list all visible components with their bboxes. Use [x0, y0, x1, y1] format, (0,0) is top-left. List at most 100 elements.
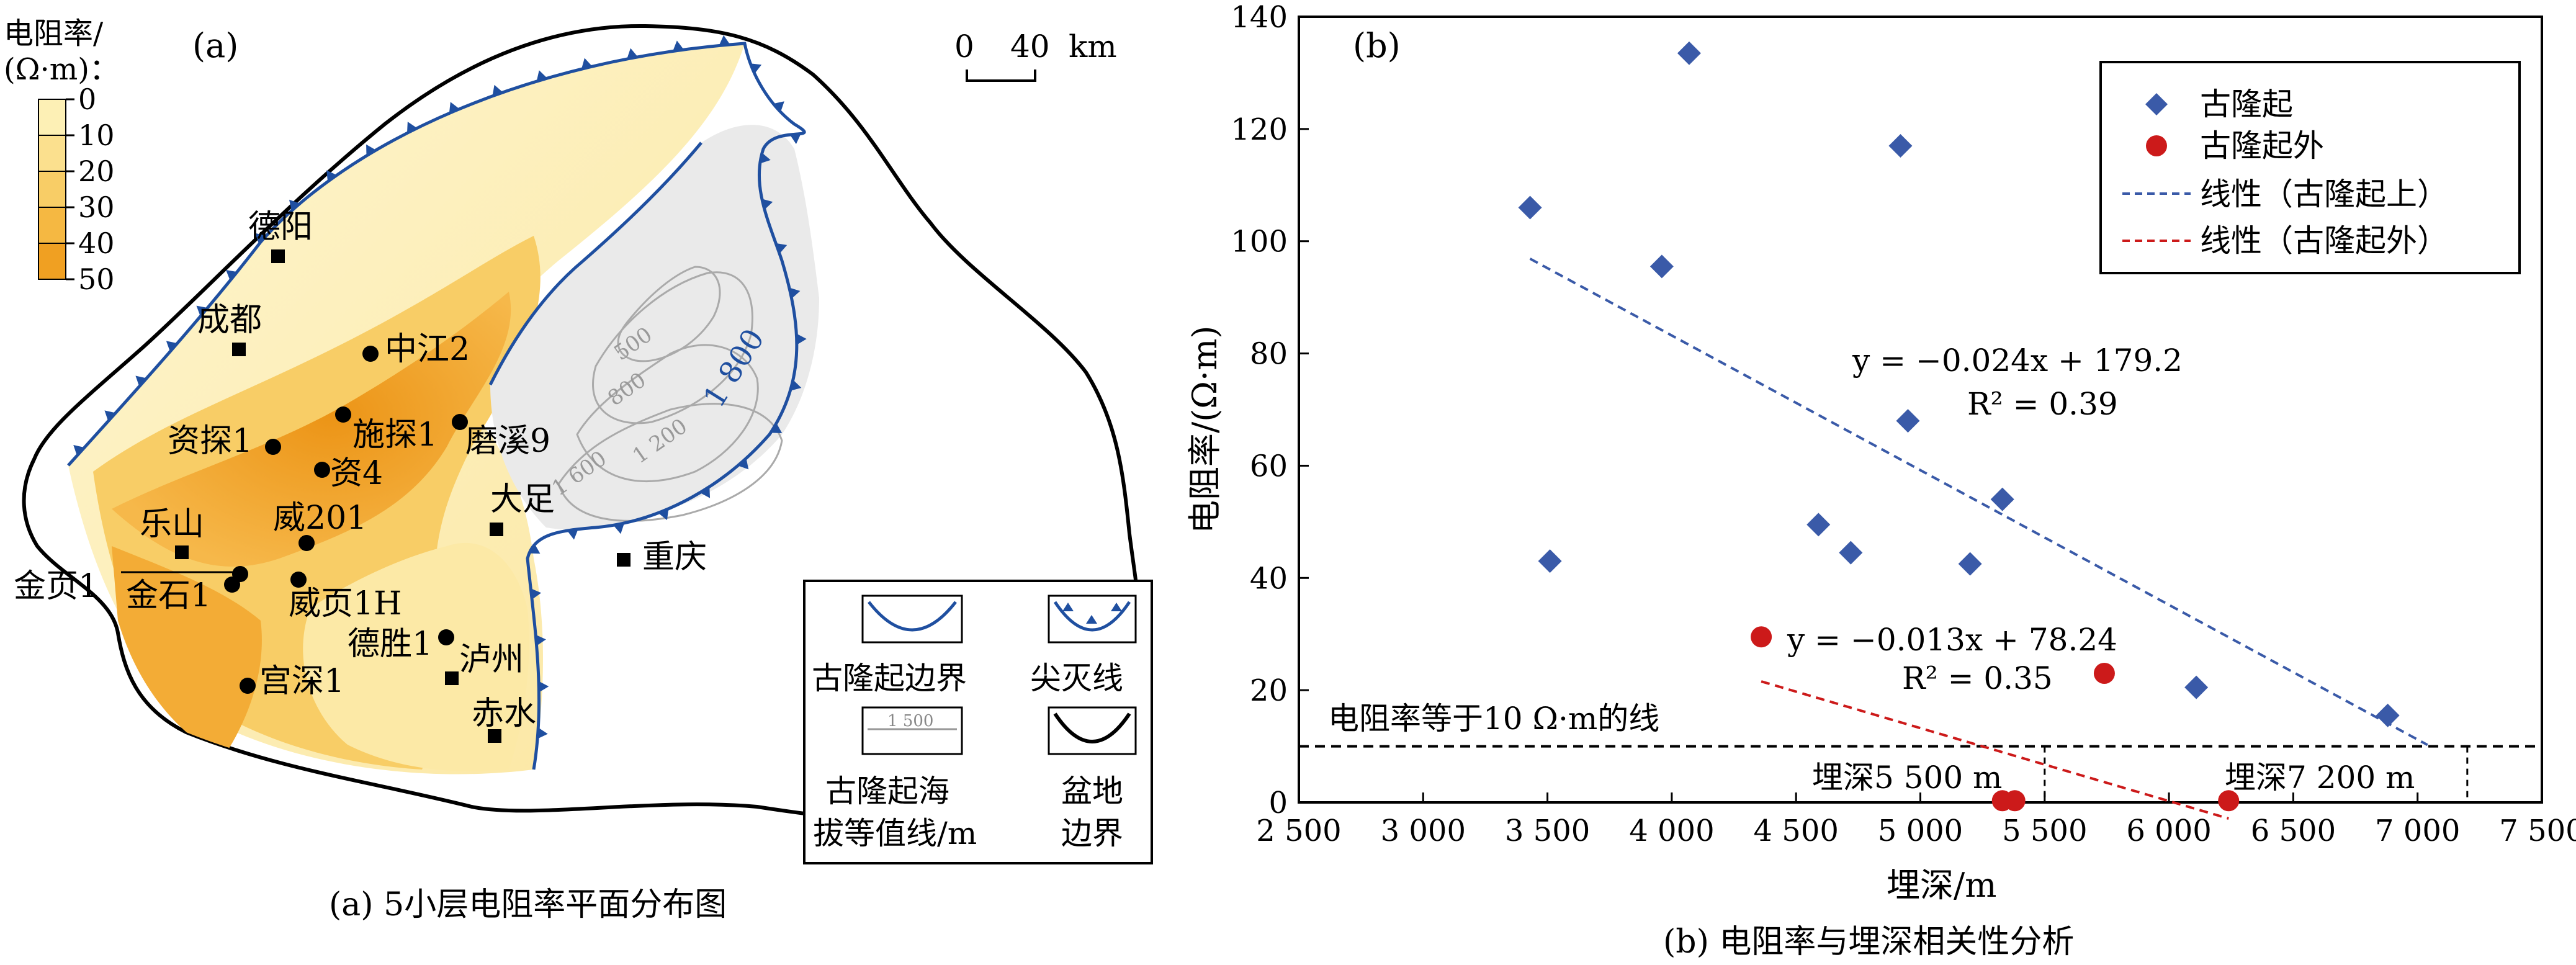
pinchout-tick	[539, 681, 549, 693]
point-uplift	[1806, 513, 1831, 537]
pinchout-tick	[492, 84, 503, 96]
uplift-core-grey	[490, 125, 819, 530]
city-label: 成都	[197, 302, 262, 339]
panel-a-label: (a)	[192, 26, 238, 65]
pinchout-tick	[796, 333, 807, 345]
point-outside-uplift	[1751, 626, 1772, 648]
contour-lines	[557, 266, 783, 522]
scale-zero: 0	[954, 29, 974, 65]
well-label: 中江2	[385, 331, 470, 368]
well-marker	[335, 406, 351, 423]
x-tick-label: 4 500	[1753, 814, 1838, 848]
scale-value: 40	[1010, 29, 1050, 65]
legend-title-line2: (Ω·m)：	[4, 52, 119, 87]
point-uplift	[1677, 41, 1701, 65]
trend-blue-equation: y = −0.024x + 179.2	[1852, 343, 2183, 379]
resistivity-band-10	[303, 542, 529, 771]
well-label: 金石1	[126, 577, 211, 614]
legend-title-line1: 电阻率/	[4, 16, 104, 51]
y-tick-label: 80	[1250, 337, 1288, 372]
well-marker	[265, 439, 281, 455]
pinchout-tick	[406, 122, 418, 133]
well-marker	[298, 535, 315, 551]
well-marker	[314, 462, 330, 478]
y-axis-label: 电阻率/(Ω·m)	[1185, 326, 1224, 534]
x-tick-label: 6 500	[2251, 814, 2336, 848]
pinchout-tick	[773, 101, 784, 112]
well-marker	[224, 577, 240, 593]
well-label: 资探1	[168, 423, 253, 460]
city-marker	[232, 343, 246, 356]
city-marker	[488, 729, 501, 743]
pinchout-tick	[719, 35, 730, 46]
city-marker	[445, 671, 459, 685]
x-tick-label: 5 500	[2002, 814, 2087, 848]
city-label: 泸州	[459, 641, 524, 678]
point-uplift	[1888, 133, 1913, 158]
map-legend: 古隆起边界 尖灭线 1 500 古隆起海 拔等值线/m 盆地 边界	[803, 580, 1153, 864]
pinchout-tick	[750, 63, 762, 74]
pinchout-tick	[196, 305, 208, 316]
pinchout-tick	[255, 233, 267, 245]
pinchout-tick	[166, 341, 177, 352]
legend-swatch-4	[38, 243, 66, 280]
scale-unit: km	[1069, 29, 1117, 65]
pinchout-tick	[699, 487, 711, 498]
pinchout-tick	[761, 199, 773, 210]
legend-tick-label: 0	[78, 83, 96, 116]
legend-entry-uplift: 古隆起	[2200, 86, 2293, 122]
x-tick-label: 2 500	[1256, 814, 1341, 848]
well-marker	[290, 572, 307, 588]
scale-line	[966, 70, 1036, 82]
trend-red-r2: R² = 0.35	[1902, 660, 2053, 696]
pinchout-tick	[627, 48, 638, 60]
y-tick-label: 120	[1231, 112, 1288, 147]
point-outside-uplift	[2218, 790, 2240, 812]
city-label: 大足	[490, 481, 555, 518]
point-uplift	[1649, 254, 1674, 279]
pinchout-tick	[366, 144, 376, 156]
legend-uplift-boundary: 古隆起边界	[812, 660, 967, 696]
pinchout-tick	[73, 444, 85, 456]
legend-basin-line1: 盆地	[1061, 773, 1123, 809]
well-marker	[452, 414, 468, 430]
panel-b-caption: (b) 电阻率与埋深相关性分析	[1663, 923, 2074, 961]
pinchout-tick	[613, 523, 625, 534]
city-label: 乐山	[140, 506, 204, 543]
well-marker	[362, 346, 379, 362]
pinchout-tick	[226, 270, 238, 281]
pinchout-tick	[658, 508, 669, 521]
depth-label-7200: 埋深7 200 m	[2225, 760, 2415, 796]
x-tick-label: 4 000	[1629, 814, 1714, 848]
city-label: 德阳	[248, 209, 313, 246]
legend-marker-circle	[2146, 135, 2167, 156]
pinchout-tick	[790, 380, 802, 391]
pinchout-tick	[531, 588, 542, 600]
pinchout-tick	[289, 199, 300, 211]
pinchout-tick	[326, 170, 337, 182]
x-axis: 2 500 3 000 3 500 4 000 4 500 5 000 5 500 6 000…	[1256, 792, 2576, 848]
city-label: 赤水	[472, 695, 536, 732]
trend-line-uplift	[1529, 258, 2428, 747]
pinchout-tick	[770, 423, 783, 434]
resistivity-depth-chart: 2 500 3 000 3 500 4 000 4 500 5 000 5 500 6 000…	[1185, 0, 2576, 961]
pinchout-tick	[449, 102, 460, 114]
scale-bar: 0 40 km	[954, 29, 1117, 82]
x-tick-label: 3 500	[1505, 814, 1590, 848]
pinchout-tick	[673, 40, 684, 52]
well-label: 德胜1	[348, 626, 433, 663]
y-tick-label: 0	[1268, 786, 1288, 820]
point-uplift	[1538, 549, 1562, 573]
reference-lines	[1299, 745, 2542, 802]
y-tick-label: 40	[1250, 561, 1288, 596]
pinchout-tick	[737, 458, 749, 470]
x-tick-label: 7 000	[2375, 814, 2460, 848]
legend-tick-label: 10	[78, 119, 115, 152]
point-uplift	[1896, 409, 1920, 433]
city-marker	[617, 553, 631, 567]
pinchout-tick	[536, 634, 546, 646]
y-axis: 0 20 40 60 80 100 120 140	[1231, 0, 1309, 820]
